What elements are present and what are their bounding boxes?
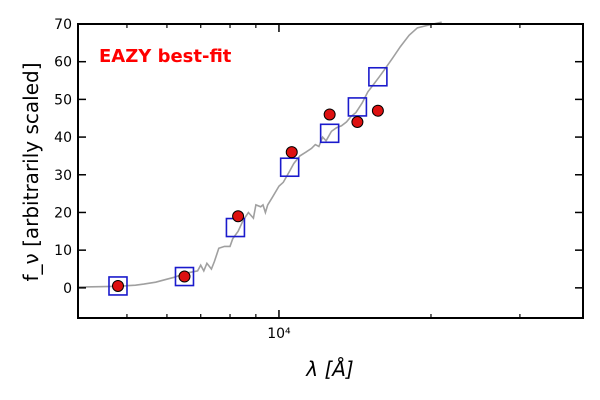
spectrum-line: [77, 21, 442, 288]
chart-annotation: EAZY best-fit: [99, 46, 232, 67]
marker-layer: [108, 66, 388, 296]
observed-point-0: [111, 279, 124, 292]
y-tick-label-40: 40: [54, 130, 72, 146]
y-tick-label-10: 10: [54, 243, 72, 259]
model-square-4: [319, 123, 340, 144]
observed-point-6: [371, 104, 384, 117]
observed-point-3: [285, 146, 298, 159]
plot-frame: [77, 23, 584, 319]
model-square-3: [279, 157, 300, 178]
y-tick-label-70: 70: [54, 17, 72, 33]
observed-point-2: [232, 210, 245, 223]
x-major-tick-label: 10⁴: [267, 326, 291, 342]
y-axis-label: f_ν [arbitrarily scaled]: [19, 63, 43, 282]
model-square-0: [108, 276, 128, 296]
model-square-5: [347, 97, 368, 117]
tick-layer: 0 10 20 30 40 50 60 70 10⁴: [54, 17, 583, 342]
y-tick-label-0: 0: [63, 281, 72, 297]
spectrum-layer: [77, 21, 442, 288]
y-tick-label-60: 60: [54, 55, 72, 71]
observed-point-4: [323, 108, 336, 121]
y-tick-label-20: 20: [54, 205, 72, 221]
plot-background: [78, 24, 583, 318]
observed-point-5: [351, 116, 364, 128]
x-axis-label: λ [Å]: [305, 357, 353, 381]
y-tick-label-50: 50: [54, 92, 72, 108]
y-tick-label-30: 30: [54, 168, 72, 184]
model-square-6: [368, 66, 388, 87]
model-square-1: [174, 266, 195, 287]
observed-point-1: [178, 270, 191, 283]
